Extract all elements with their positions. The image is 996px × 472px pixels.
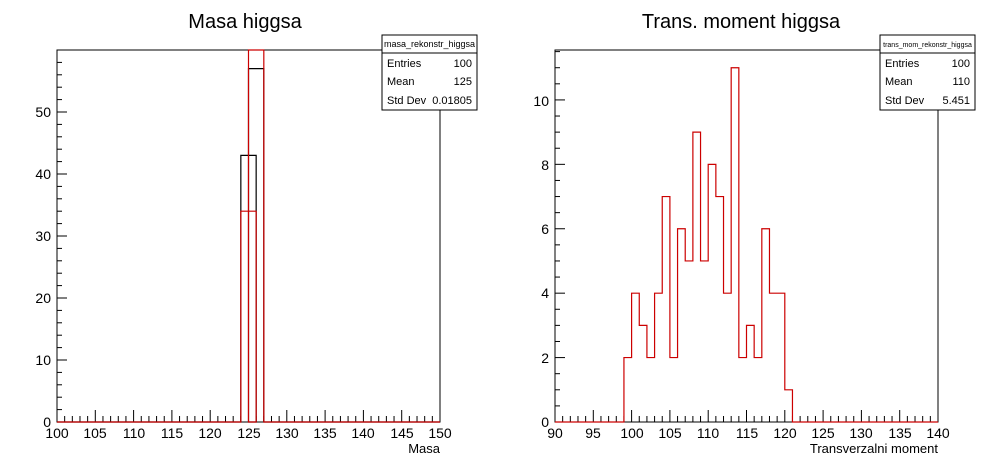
x-tick-label: 125 <box>811 425 835 441</box>
x-tick-label: 100 <box>620 425 644 441</box>
histogram-bin <box>716 197 724 422</box>
x-tick-label: 130 <box>275 425 299 441</box>
histogram-bin <box>685 261 693 422</box>
histogram-bin <box>662 197 670 422</box>
histogram-bin <box>632 293 640 422</box>
stats-entries-value: 100 <box>454 58 472 70</box>
momentum-y-tick-labels: 0 2 4 6 8 10 <box>533 93 549 430</box>
x-tick-label: 135 <box>313 425 337 441</box>
stats-stddev-label: Std Dev <box>387 95 427 107</box>
y-tick-label: 40 <box>35 166 51 182</box>
stats-entries-value: 100 <box>952 58 970 70</box>
stats-mean-label: Mean <box>885 76 913 88</box>
x-tick-label: 95 <box>585 425 601 441</box>
x-tick-label: 125 <box>237 425 261 441</box>
stats-stddev-value: 5.451 <box>942 95 970 107</box>
x-tick-label: 100 <box>45 425 69 441</box>
histogram-bin <box>624 358 632 422</box>
x-tick-label: 140 <box>926 425 950 441</box>
y-tick-label: 4 <box>541 285 549 301</box>
mass-stats-box: masa_rekonstr_higgsa Entries 100 Mean 12… <box>381 34 478 111</box>
histogram-bin <box>769 293 777 422</box>
stats-stddev-value: 0.01805 <box>432 95 472 107</box>
x-tick-label: 120 <box>773 425 797 441</box>
x-tick-label: 90 <box>547 425 563 441</box>
x-tick-label: 150 <box>428 425 452 441</box>
histogram-bin <box>708 164 716 422</box>
x-tick-label: 115 <box>161 425 184 441</box>
stats-entries-label: Entries <box>387 58 422 70</box>
x-tick-label: 110 <box>697 425 720 441</box>
momentum-histogram-bars <box>555 67 938 423</box>
mass-y-tick-labels: 0 10 20 30 40 50 <box>35 104 51 430</box>
histogram-bin <box>762 229 770 422</box>
stats-mean-value: 110 <box>952 76 970 88</box>
x-tick-label: 105 <box>83 425 107 441</box>
x-tick-label: 115 <box>736 425 759 441</box>
x-tick-label: 130 <box>849 425 873 441</box>
histogram-bin <box>754 358 762 422</box>
histogram-bin <box>739 358 747 422</box>
transverse-momentum-histogram-panel: Trans. moment higgsa 90 95 100 105 110 1… <box>533 11 976 456</box>
x-tick-label: 140 <box>351 425 375 441</box>
y-tick-label: 20 <box>35 290 51 306</box>
histogram-bin <box>701 261 709 422</box>
x-tick-label: 145 <box>390 425 414 441</box>
histogram-bin <box>747 325 755 422</box>
momentum-x-tick-labels: 90 95 100 105 110 115 120 125 130 135 14… <box>547 425 950 441</box>
y-tick-label: 50 <box>35 104 51 120</box>
stats-histogram-name: masa_rekonstr_higgsa <box>384 39 475 49</box>
mass-histogram-bars <box>57 49 440 423</box>
y-tick-label: 6 <box>541 221 549 237</box>
histogram-series-outline <box>555 67 938 423</box>
mass-axis-ticks <box>56 49 441 423</box>
x-tick-label: 105 <box>658 425 682 441</box>
stats-entries-label: Entries <box>885 58 920 70</box>
histogram-bin <box>647 358 655 422</box>
histogram-bin <box>731 68 739 422</box>
mass-x-axis-label: Masa <box>408 441 441 456</box>
y-tick-label: 30 <box>35 228 51 244</box>
x-tick-label: 110 <box>123 425 146 441</box>
momentum-chart-title: Trans. moment higgsa <box>642 11 841 33</box>
y-tick-label: 2 <box>541 350 549 366</box>
stats-histogram-name: trans_mom_rekonstr_higgsa <box>883 42 972 49</box>
histogram-bin <box>639 325 647 422</box>
histogram-bin <box>777 293 785 422</box>
y-tick-label: 0 <box>43 414 51 430</box>
x-tick-label: 120 <box>198 425 222 441</box>
histogram-bin <box>785 390 793 422</box>
y-tick-label: 8 <box>541 157 549 173</box>
mass-x-tick-labels: 100 105 110 115 120 125 130 135 140 145 … <box>45 425 452 441</box>
stats-mean-value: 125 <box>454 76 472 88</box>
y-tick-label: 10 <box>35 352 51 368</box>
histogram-bin <box>678 229 686 422</box>
mass-histogram-panel: Masa higgsa 100 105 110 115 120 125 130 … <box>35 11 478 456</box>
stats-mean-label: Mean <box>387 76 415 88</box>
stats-stddev-label: Std Dev <box>885 95 925 107</box>
momentum-x-axis-label: Transverzalni moment <box>810 441 939 456</box>
mass-chart-title: Masa higgsa <box>188 11 302 33</box>
histogram-bin <box>693 132 701 422</box>
y-tick-label: 0 <box>541 414 549 430</box>
histogram-bin <box>724 293 732 422</box>
x-tick-label: 135 <box>888 425 912 441</box>
histogram-bin <box>670 358 678 422</box>
histogram-bin <box>249 50 264 422</box>
histogram-series-outline <box>57 49 440 423</box>
histogram-bin <box>655 293 663 422</box>
momentum-stats-box: trans_mom_rekonstr_higgsa Entries 100 Me… <box>879 34 976 111</box>
y-tick-label: 10 <box>533 93 549 109</box>
